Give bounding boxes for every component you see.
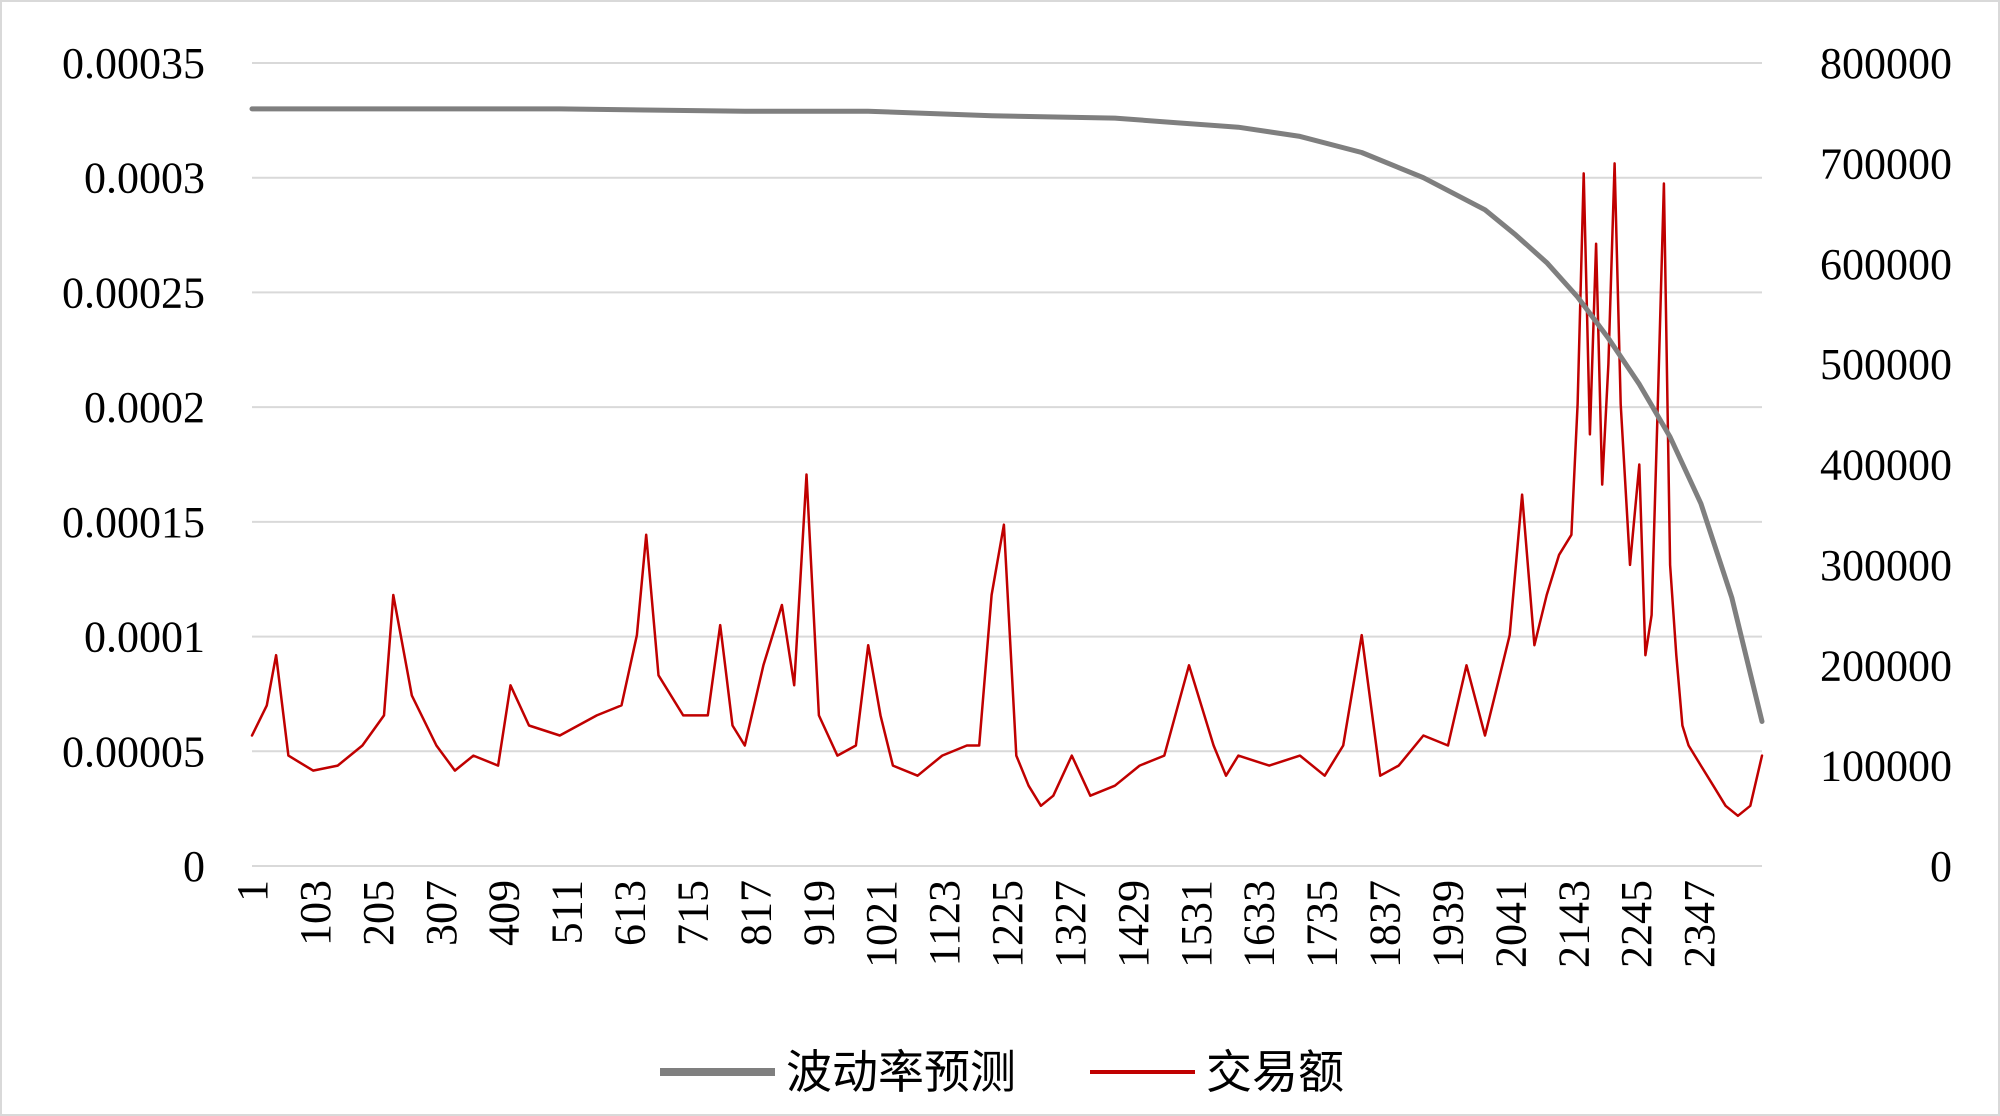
legend-label-volatility: 波动率预测 [786, 1045, 1016, 1099]
series-line-volatility [249, 106, 1765, 724]
y-left-tick-label: 0.00025 [62, 268, 205, 317]
y-right-tick-label: 100000 [1820, 742, 1952, 791]
y-right-tick-label: 500000 [1820, 340, 1952, 389]
x-tick-label: 919 [794, 880, 843, 946]
y-left-tick-label: 0.0002 [84, 383, 205, 432]
y-left-tick-label: 0.00015 [62, 498, 205, 547]
x-tick-label: 205 [354, 880, 403, 946]
x-tick-labels: 1 103 205 307 409 511 613 715 817 919 1021 1123 1225… [228, 880, 1724, 968]
x-tick-label: 409 [480, 880, 529, 946]
x-tick-label: 2041 [1486, 880, 1535, 968]
y-right-tick-label: 600000 [1820, 240, 1952, 289]
x-tick-label: 817 [731, 880, 780, 946]
y-right-tick-label: 700000 [1820, 139, 1952, 188]
gridlines [252, 62, 1762, 867]
series-line-turnover [250, 162, 1764, 818]
x-tick-label: 103 [291, 880, 340, 946]
y-left-tick-label: 0.0003 [84, 154, 205, 203]
x-tick-label: 1021 [857, 880, 906, 968]
y-right-tick-label: 0 [1930, 842, 1952, 891]
x-tick-label: 307 [417, 880, 466, 946]
x-tick-label: 1735 [1298, 880, 1347, 968]
y-right-tick-label: 800000 [1820, 39, 1952, 88]
y-left-tick-label: 0.00035 [62, 39, 205, 88]
y-left-tick-label: 0.0001 [84, 613, 205, 662]
y-right-tick-label: 200000 [1820, 641, 1952, 690]
x-tick-label: 1429 [1109, 880, 1158, 968]
x-tick-label: 715 [668, 880, 717, 946]
x-tick-label: 1939 [1423, 880, 1472, 968]
y-left-tick-label: 0.00005 [62, 727, 205, 776]
x-tick-label: 1123 [920, 880, 969, 966]
x-tick-label: 2143 [1549, 880, 1598, 968]
x-tick-label: 1327 [1046, 880, 1095, 968]
series-layer [249, 106, 1765, 818]
y-left-tick-label: 0 [183, 842, 205, 891]
x-tick-label: 1225 [983, 880, 1032, 968]
y-right-tick-labels: 0 100000 200000 300000 400000 500000 600000 700… [1820, 39, 1952, 891]
y-right-tick-label: 400000 [1820, 441, 1952, 490]
x-tick-label: 2347 [1675, 880, 1724, 968]
y-right-tick-label: 300000 [1820, 541, 1952, 590]
legend: 波动率预测 交易额 [660, 1045, 1344, 1099]
legend-label-turnover: 交易额 [1206, 1045, 1344, 1099]
x-tick-label: 1837 [1361, 880, 1410, 968]
x-tick-label: 613 [606, 880, 655, 946]
x-tick-label: 511 [543, 880, 592, 944]
x-tick-label: 1531 [1172, 880, 1221, 968]
y-left-tick-labels: 0 0.00005 0.0001 0.00015 0.0002 0.00025 0.0003… [62, 39, 205, 891]
x-tick-label: 1633 [1235, 880, 1284, 968]
x-tick-label: 1 [228, 880, 277, 902]
x-tick-label: 2245 [1612, 880, 1661, 968]
